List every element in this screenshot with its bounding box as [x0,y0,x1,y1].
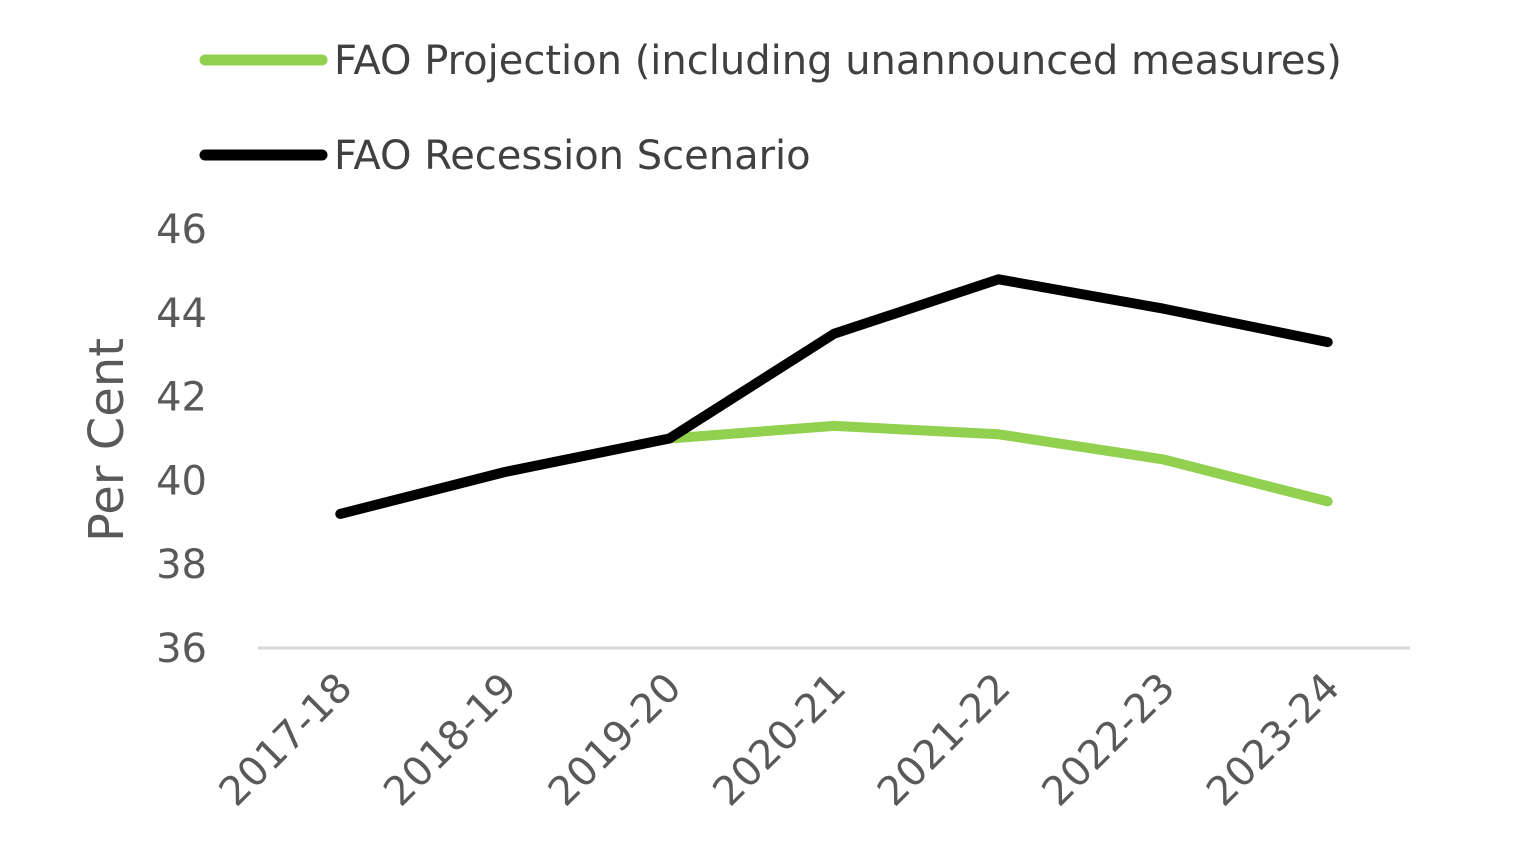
y-tick-label: 36 [156,626,207,672]
series-layer [335,274,1333,519]
legend: FAO Projection (including unannounced me… [199,38,1342,179]
x-tick-label: 2021-22 [869,665,1020,816]
x-tick-label: 2019-20 [540,665,691,816]
x-tick-label: 2023-24 [1198,665,1349,816]
x-tick-label: 2020-21 [704,665,855,816]
y-tick-label: 38 [156,542,207,588]
legend-item-recession: FAO Recession Scenario [199,133,811,179]
y-tick-label: 42 [156,375,207,421]
y-tick-label: 44 [156,291,207,337]
x-tick-label: 2017-18 [211,665,362,816]
y-axis-title: Per Cent [79,338,135,542]
series-line-projection [335,420,1333,519]
x-axis-ticks: 2017-18 2018-19 2019-20 2020-21 2021-22 … [211,665,1349,816]
x-tick-label: 2018-19 [375,665,526,816]
series-line-recession [335,274,1333,519]
legend-item-projection: FAO Projection (including unannounced me… [199,38,1342,84]
legend-label-projection: FAO Projection (including unannounced me… [334,38,1342,84]
legend-label-recession: FAO Recession Scenario [334,133,811,179]
y-axis-ticks: 46 44 42 40 38 36 [156,207,207,672]
x-tick-label: 2022-23 [1034,665,1185,816]
y-tick-label: 46 [156,207,207,253]
y-tick-label: 40 [156,458,207,504]
